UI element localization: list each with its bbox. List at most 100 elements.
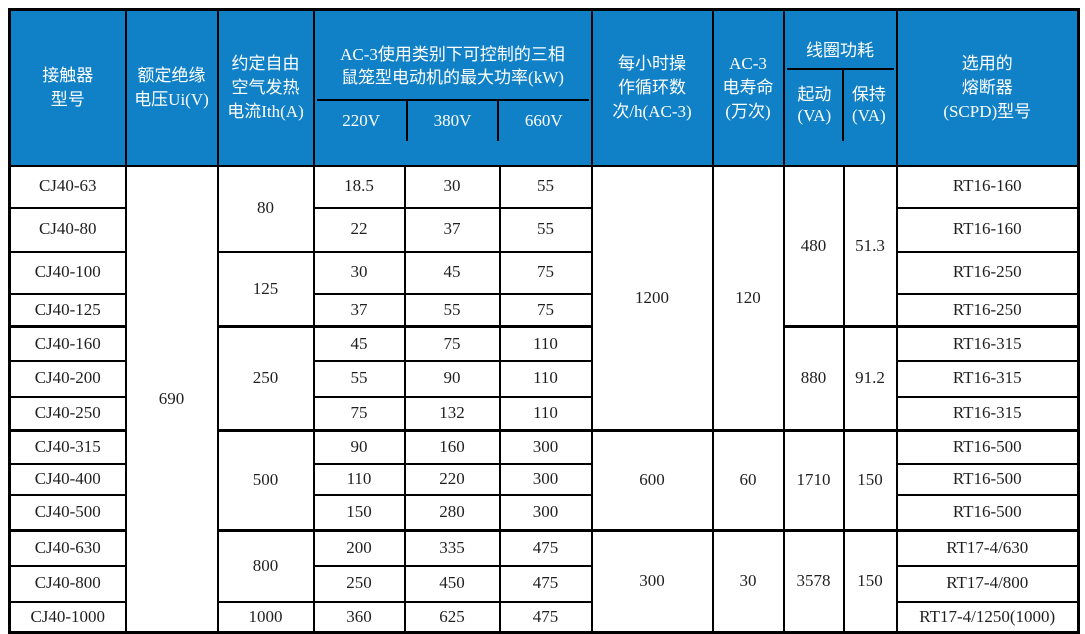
table-row: CJ40-160 250 45 75 110 880 91.2 RT16-315: [8, 325, 1080, 432]
cell-kw-660: 110: [498, 359, 593, 398]
cell-ith: 1000: [216, 600, 315, 634]
table-row: CJ40-800 250 450 475 RT17-4/800: [8, 564, 1080, 603]
cell-kw-660: 75: [498, 250, 593, 295]
table-row: CJ40-400 110 220 300 RT16-500: [8, 462, 1080, 496]
cell-kw-220: 75: [312, 395, 406, 432]
cell-kw-380: 45: [403, 250, 501, 295]
header-group-coil-power: 线圈功耗 起动 (VA) 保持 (VA): [782, 8, 898, 167]
cell-kw-380: 450: [403, 564, 501, 603]
contactor-spec-table: 接触器 型号 额定绝缘 电压Ui(V) 约定自由 空气发热 电流Ith(A) A…: [8, 8, 1080, 634]
table-body: CJ40-63 690 80 18.5 30 55 1200 120 480 5…: [8, 164, 1080, 634]
cell-kw-220: 22: [312, 206, 406, 253]
cell-kw-660: 475: [498, 600, 593, 634]
cell-fuse: RT16-250: [895, 292, 1080, 328]
cell-coil-start: 1710: [782, 429, 845, 532]
cell-kw-220: 250: [312, 564, 406, 603]
cell-model: CJ40-160: [8, 325, 127, 362]
cell-ith: 800: [216, 529, 315, 603]
cell-model: CJ40-125: [8, 292, 127, 328]
cell-model: CJ40-100: [8, 250, 127, 295]
cell-kw-380: 132: [403, 395, 501, 432]
header-sub-380v: 380V: [405, 100, 497, 141]
cell-life: 30: [711, 529, 785, 634]
cell-kw-660: 475: [498, 564, 593, 603]
table-row: CJ40-630 800 200 335 475 300 30 3578 150…: [8, 529, 1080, 634]
header-thermal-current: 约定自由 空气发热 电流Ith(A): [216, 8, 315, 167]
cell-life: 120: [711, 164, 785, 432]
cell-kw-660: 300: [498, 462, 593, 496]
header-max-power-label: AC-3使用类别下可控制的三相 鼠笼型电动机的最大功率(kW): [316, 35, 589, 101]
cell-fuse: RT17-4/1250(1000): [895, 600, 1080, 634]
cell-cycles: 600: [590, 429, 714, 532]
table-row: CJ40-100 125 30 45 75 RT16-250: [8, 250, 1080, 328]
cell-ith: 80: [216, 164, 315, 253]
table-header: 接触器 型号 额定绝缘 电压Ui(V) 约定自由 空气发热 电流Ith(A) A…: [8, 8, 1080, 167]
cell-fuse: RT16-160: [895, 206, 1080, 253]
cell-kw-380: 90: [403, 359, 501, 398]
table-row: CJ40-63 690 80 18.5 30 55 1200 120 480 5…: [8, 164, 1080, 634]
header-fuse-type: 选用的 熔断器 (SCPD)型号: [895, 8, 1080, 167]
cell-cycles: 1200: [590, 164, 714, 432]
table-row: CJ40-200 55 90 110 RT16-315: [8, 359, 1080, 398]
cell-fuse: RT17-4/800: [895, 564, 1080, 603]
cell-kw-380: 625: [403, 600, 501, 634]
cell-model: CJ40-200: [8, 359, 127, 398]
cell-kw-660: 55: [498, 164, 593, 209]
cell-coil-hold: 150: [842, 529, 898, 634]
cell-kw-220: 200: [312, 529, 406, 567]
cell-model: CJ40-500: [8, 493, 127, 532]
cell-kw-660: 300: [498, 429, 593, 465]
cell-kw-380: 55: [403, 292, 501, 328]
cell-coil-start: 480: [782, 164, 845, 328]
cell-coil-hold: 91.2: [842, 325, 898, 432]
spec-table-container: 接触器 型号 额定绝缘 电压Ui(V) 约定自由 空气发热 电流Ith(A) A…: [8, 8, 1080, 634]
cell-kw-380: 335: [403, 529, 501, 567]
cell-model: CJ40-250: [8, 395, 127, 432]
cell-kw-380: 75: [403, 325, 501, 362]
table-row: CJ40-125 37 55 75 RT16-250: [8, 292, 1080, 328]
header-sub-220v: 220V: [342, 111, 381, 131]
cell-kw-220: 150: [312, 493, 406, 532]
table-row: CJ40-80 22 37 55 RT16-160: [8, 206, 1080, 253]
cell-fuse: RT16-160: [895, 164, 1080, 209]
cell-kw-380: 30: [403, 164, 501, 209]
cell-cycles: 300: [590, 529, 714, 634]
cell-kw-220: 18.5: [312, 164, 406, 209]
header-sub-660v: 660V: [497, 100, 588, 141]
cell-model: CJ40-630: [8, 529, 127, 567]
cell-kw-660: 55: [498, 206, 593, 253]
header-group-max-power: AC-3使用类别下可控制的三相 鼠笼型电动机的最大功率(kW) 220V 380…: [312, 8, 593, 167]
cell-fuse: RT16-250: [895, 250, 1080, 295]
cell-model: CJ40-63: [8, 164, 127, 209]
cell-coil-start: 3578: [782, 529, 845, 634]
cell-insulation-voltage: 690: [124, 164, 219, 634]
cell-life: 60: [711, 429, 785, 532]
cell-model: CJ40-315: [8, 429, 127, 465]
table-row: CJ40-315 500 90 160 300 600 60 1710 150 …: [8, 429, 1080, 532]
cell-coil-hold: 51.3: [842, 164, 898, 328]
cell-kw-660: 475: [498, 529, 593, 567]
cell-kw-220: 110: [312, 462, 406, 496]
cell-kw-220: 37: [312, 292, 406, 328]
cell-kw-220: 360: [312, 600, 406, 634]
header-sub-start-va: 起动 (VA): [797, 85, 832, 126]
cell-ith: 500: [216, 429, 315, 532]
cell-coil-start: 880: [782, 325, 845, 432]
header-insulation-voltage: 额定绝缘 电压Ui(V): [124, 8, 219, 167]
cell-model: CJ40-400: [8, 462, 127, 496]
cell-kw-380: 37: [403, 206, 501, 253]
header-coil-power-label: 线圈功耗: [786, 35, 894, 70]
cell-model: CJ40-800: [8, 564, 127, 603]
table-row: CJ40-250 75 132 110 RT16-315: [8, 395, 1080, 432]
cell-model: CJ40-1000: [8, 600, 127, 634]
cell-coil-hold: 150: [842, 429, 898, 532]
cell-kw-660: 300: [498, 493, 593, 532]
cell-ith: 125: [216, 250, 315, 328]
cell-kw-220: 45: [312, 325, 406, 362]
header-contactor-model: 接触器 型号: [8, 8, 127, 167]
table-row: CJ40-500 150 280 300 RT16-500: [8, 493, 1080, 532]
cell-kw-660: 75: [498, 292, 593, 328]
cell-kw-220: 30: [312, 250, 406, 295]
cell-fuse: RT16-315: [895, 395, 1080, 432]
cell-kw-220: 90: [312, 429, 406, 465]
